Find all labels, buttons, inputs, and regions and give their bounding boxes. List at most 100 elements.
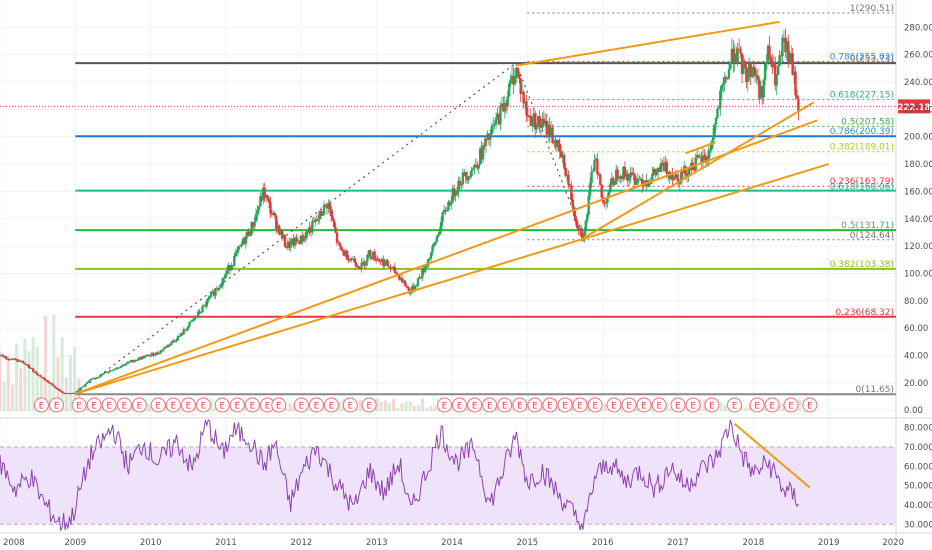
candle-body: [147, 354, 151, 357]
candle-body: [364, 261, 368, 266]
candle-body: [789, 53, 793, 62]
candle-body: [46, 380, 49, 383]
candle-body: [522, 91, 525, 104]
candle-body: [282, 234, 285, 239]
candle-body: [533, 113, 537, 130]
earnings-marker: [482, 397, 498, 413]
candle-body: [604, 202, 608, 204]
candle-body: [335, 232, 339, 243]
candle-body: [141, 356, 145, 359]
candle-body: [722, 83, 725, 85]
earnings-marker: [101, 397, 117, 413]
earnings-marker: [572, 397, 588, 413]
price-tick-label: 80.00: [904, 297, 928, 307]
candle-body: [652, 168, 655, 174]
candle-body: [370, 256, 373, 259]
candle-body: [693, 169, 696, 171]
candle-body: [432, 243, 436, 247]
candle-body: [344, 250, 347, 256]
year-tick-label: 2019: [818, 538, 840, 548]
candle-body: [463, 171, 466, 173]
candle-body: [735, 53, 738, 62]
candle-body: [503, 103, 506, 112]
candle-body: [361, 261, 365, 263]
candle-body: [431, 246, 434, 253]
candle-body: [434, 241, 437, 244]
candle-body: [95, 377, 99, 379]
candle-body: [212, 291, 216, 296]
candle-body: [110, 370, 113, 372]
earnings-marker: [557, 397, 573, 413]
candle-body: [538, 115, 541, 125]
candle-body: [700, 156, 703, 164]
earnings-marker-label: E: [577, 402, 582, 412]
candle-body: [416, 278, 420, 286]
candle-body: [426, 259, 430, 267]
candle-body: [241, 238, 245, 245]
earnings-marker-label: E: [186, 402, 191, 412]
volume-bar: [164, 402, 168, 411]
candle-body: [273, 213, 277, 216]
candle-body: [575, 221, 579, 228]
rsi-trendline: [733, 423, 811, 489]
candle-body: [418, 277, 421, 279]
year-tick-label: 2014: [441, 538, 463, 548]
candle-body: [195, 316, 198, 318]
earnings-marker: [606, 397, 622, 413]
earnings-marker-label: E: [472, 402, 477, 412]
candle-body: [76, 390, 80, 392]
candle-body: [411, 286, 414, 293]
rsi-tick-label: 60.0000: [904, 462, 932, 472]
candle-body: [471, 168, 475, 171]
candle-body: [795, 95, 799, 99]
candle-body: [152, 353, 155, 356]
candle-body: [324, 204, 327, 206]
candle-body: [123, 364, 126, 366]
earnings-marker-label: E: [517, 402, 522, 412]
candle-body: [233, 256, 236, 266]
candle-body: [366, 254, 369, 262]
candle-body: [175, 340, 178, 342]
last-price-tag: [898, 99, 930, 114]
candle-body: [687, 167, 690, 177]
candle-body: [591, 171, 595, 173]
candle-body: [412, 286, 415, 290]
candle-body: [787, 41, 790, 62]
volume-bar: [433, 405, 437, 411]
price-tick-label: 120.00: [904, 242, 932, 252]
volume-bar: [379, 401, 383, 411]
earnings-marker: [685, 397, 701, 413]
candle-body: [220, 285, 223, 288]
volume-bar: [358, 400, 362, 411]
candle-body: [163, 346, 167, 349]
earnings-marker-label: E: [641, 402, 646, 412]
candle-body: [321, 214, 324, 216]
volume-bar: [723, 405, 727, 411]
candle-body: [562, 154, 566, 168]
candle-body: [539, 124, 543, 128]
candle-body: [207, 298, 210, 301]
candle-body: [382, 259, 385, 267]
earnings-marker-label: E: [54, 402, 59, 412]
volume-bar: [15, 343, 19, 411]
earnings-marker: [214, 397, 230, 413]
candle-body: [672, 177, 676, 181]
volume-bar: [338, 401, 342, 411]
candle-body: [266, 195, 269, 199]
candle-body: [685, 174, 689, 177]
candle-body: [458, 180, 462, 185]
candle-body: [648, 183, 651, 187]
candle-body: [231, 265, 235, 267]
candle-body: [733, 53, 736, 63]
candle-body: [763, 63, 767, 80]
earnings-marker: [86, 397, 102, 413]
candle-body: [314, 219, 317, 223]
earnings-marker-label: E: [276, 402, 281, 412]
candle-body: [496, 114, 499, 118]
candle-body: [3, 356, 6, 358]
candle-body: [113, 369, 116, 371]
candle-body: [779, 55, 783, 57]
earnings-marker-label: E: [532, 402, 537, 412]
candle-body: [264, 195, 268, 198]
candle-body: [424, 266, 427, 272]
